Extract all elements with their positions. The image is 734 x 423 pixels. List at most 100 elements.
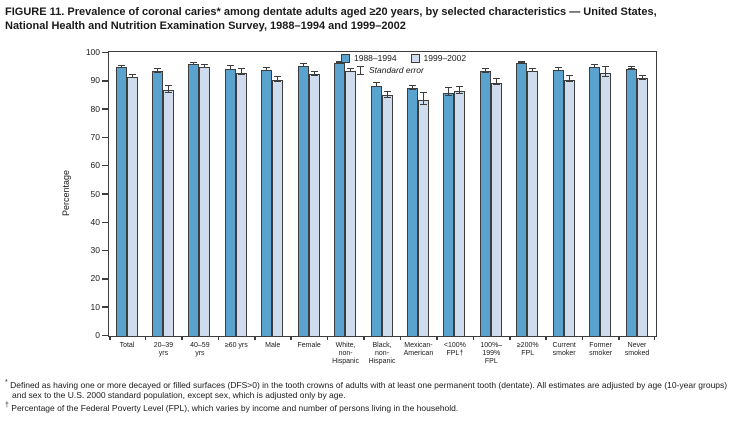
error-bar-cap-top (237, 68, 245, 70)
y-tick-label: 90 (90, 75, 100, 86)
error-bar-cap-top (492, 78, 500, 80)
x-tick-mark (472, 336, 475, 340)
footnote-text: Defined as having one or more decayed or… (10, 379, 728, 401)
bar (188, 64, 200, 336)
x-tick-label: Never smoked (624, 341, 650, 357)
error-bar-cap-top (201, 63, 209, 65)
error-bar-line (313, 70, 315, 76)
y-tick-mark (101, 306, 108, 308)
error-bar-line (375, 81, 377, 88)
y-tick-label: 80 (90, 103, 100, 114)
error-bar-cap-top (128, 73, 136, 75)
bar (454, 91, 466, 336)
error-bar-cap-top (529, 68, 537, 70)
error-bar-cap-bottom (383, 97, 391, 99)
error-bar-cap-top (591, 63, 599, 65)
bar (370, 85, 382, 336)
x-tick-mark (326, 336, 329, 340)
x-tick-label: ≥60 yrs (224, 341, 248, 349)
bar (636, 78, 648, 336)
error-bar-cap-bottom (299, 65, 307, 67)
error-bar-cap-top (627, 66, 635, 68)
error-bar-cap-bottom (201, 67, 209, 69)
x-tick-mark (618, 336, 620, 340)
error-bar-line (605, 66, 607, 78)
y-tick-mark (101, 51, 108, 54)
y-tick-mark (101, 136, 108, 139)
error-bar-cap-bottom (565, 81, 573, 83)
error-bar (529, 68, 537, 73)
legend-swatch-1988-1994 (341, 54, 350, 63)
error-bar (263, 66, 271, 71)
error-bar-cap-bottom (153, 71, 161, 73)
bar (115, 67, 127, 336)
x-tick-mark (217, 336, 220, 340)
legend-standard-error-row: Standard error (357, 65, 466, 76)
bar (490, 82, 502, 336)
error-bar-cap-top (602, 66, 610, 68)
figure-title: FIGURE 11. Prevalence of coronal caries*… (5, 6, 657, 32)
error-bar-cap-top (408, 84, 416, 86)
error-bar-cap-bottom (445, 94, 453, 96)
error-bar-cap-bottom (190, 64, 198, 65)
plot-area (108, 51, 657, 340)
error-bar-cap-bottom (274, 80, 282, 82)
error-bar-cap-bottom (627, 67, 635, 69)
x-tick-label: White, non- Hispanic (332, 341, 359, 365)
error-bar-cap-bottom (529, 71, 537, 73)
x-tick-mark (653, 336, 655, 340)
error-bar-cap-top (299, 62, 307, 64)
error-bar-cap-top (117, 64, 125, 66)
x-tick-mark (509, 336, 511, 340)
error-bar-line (167, 84, 169, 93)
error-bar-cap-bottom (336, 62, 344, 64)
error-bar (310, 70, 318, 76)
bar (162, 89, 174, 336)
legend: 1988–1994 1999–2002 Standard error (341, 53, 466, 76)
bar (527, 71, 539, 336)
error-bar-cap-bottom (347, 71, 355, 73)
error-bar-line (156, 68, 158, 73)
x-tick-label: Current smoker (552, 341, 576, 357)
y-tick-mark (101, 193, 108, 195)
bar (589, 67, 601, 336)
error-bar (492, 78, 500, 86)
x-tick-mark (109, 336, 111, 340)
error-bar (201, 63, 209, 69)
y-tick-label: 60 (90, 160, 100, 171)
y-tick-label: 30 (90, 245, 100, 256)
x-tick-mark (545, 336, 547, 340)
error-bar-cap-bottom (518, 62, 526, 64)
error-bar-line (266, 66, 268, 71)
error-bar (602, 66, 610, 78)
error-bar-line (131, 73, 133, 79)
error-bar-cap-top (190, 61, 198, 63)
bar (381, 95, 393, 336)
error-bar-cap-top (638, 74, 646, 76)
error-bar (565, 75, 573, 83)
error-bar-line (459, 85, 461, 95)
footnote-text: Percentage of the Federal Poverty Level … (11, 402, 459, 413)
x-tick-label: Mexican- American (403, 341, 434, 357)
error-bar-cap-top (383, 90, 391, 92)
error-bar-line (229, 65, 231, 71)
error-bar-line (568, 75, 570, 83)
error-bar-cap-top (419, 92, 427, 94)
error-bar (347, 68, 355, 73)
bar (406, 88, 418, 336)
error-bar-line (422, 92, 424, 106)
error-bar-cap-bottom (492, 84, 500, 86)
error-bar-line (193, 61, 195, 65)
legend-label-1999-2002: 1999–2002 (423, 53, 467, 63)
error-bar-line (641, 74, 643, 81)
error-bar-line (120, 64, 122, 68)
y-tick-label: 10 (90, 301, 100, 312)
error-bar (299, 62, 307, 67)
error-bar-cap-bottom (164, 91, 172, 93)
legend-label-1988-1994: 1988–1994 (354, 53, 397, 63)
bar (552, 69, 564, 336)
x-tick-label: Former smoker (589, 341, 613, 357)
error-bar-cap-top (518, 60, 526, 62)
bar (224, 68, 236, 336)
